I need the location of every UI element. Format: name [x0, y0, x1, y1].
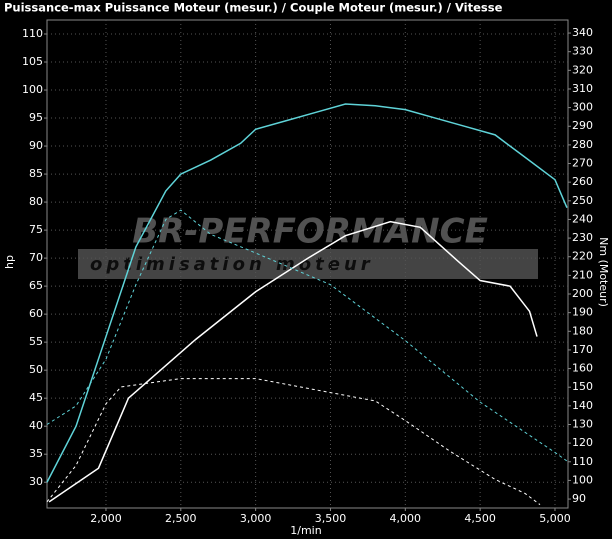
y-tick-label: 40 [29, 419, 43, 432]
y-tick-label: 65 [29, 279, 43, 292]
y2-tick-label: 180 [572, 324, 593, 337]
y2-tick-label: 260 [572, 175, 593, 188]
y2-tick-label: 300 [572, 101, 593, 114]
y-tick-label: 70 [29, 251, 43, 264]
y-tick-label: 50 [29, 363, 43, 376]
y2-tick-label: 210 [572, 268, 593, 281]
y2-tick-label: 230 [572, 231, 593, 244]
y-tick-label: 45 [29, 391, 43, 404]
y2-tick-label: 100 [572, 473, 593, 486]
y-axis-label: hp [3, 255, 16, 269]
x-tick-label: 4,000 [390, 512, 422, 525]
y-tick-label: 110 [22, 27, 43, 40]
y2-tick-label: 120 [572, 436, 593, 449]
y-tick-label: 55 [29, 335, 43, 348]
y-tick-label: 60 [29, 307, 43, 320]
y2-tick-label: 150 [572, 380, 593, 393]
y2-axis-label: Nm (Moteur) [597, 237, 610, 307]
x-tick-label: 5,000 [539, 512, 571, 525]
y2-tick-label: 110 [572, 455, 593, 468]
series-line [46, 103, 568, 483]
y-tick-label: 75 [29, 223, 43, 236]
watermark-title: BR-PERFORMANCE [132, 212, 488, 252]
watermark: BR-PERFORMANCE optimisation moteur [78, 212, 538, 279]
series-line [46, 209, 569, 463]
y-tick-label: 80 [29, 195, 43, 208]
x-tick-label: 2,500 [165, 512, 197, 525]
x-tick-label: 3,000 [240, 512, 272, 525]
y2-tick-label: 250 [572, 194, 593, 207]
y2-tick-label: 270 [572, 157, 593, 170]
x-tick-label: 2,000 [90, 512, 122, 525]
y2-tick-label: 310 [572, 82, 593, 95]
y2-tick-label: 190 [572, 306, 593, 319]
y2-tick-label: 220 [572, 250, 593, 263]
y-tick-label: 95 [29, 111, 43, 124]
x-tick-label: 3,500 [315, 512, 347, 525]
series-line [46, 378, 541, 506]
y-tick-label: 100 [22, 83, 43, 96]
y2-tick-label: 340 [572, 26, 593, 39]
y2-tick-label: 160 [572, 362, 593, 375]
series-line [48, 220, 538, 503]
y2-tick-label: 140 [572, 399, 593, 412]
y-tick-label: 90 [29, 139, 43, 152]
y2-tick-label: 200 [572, 287, 593, 300]
y-tick-label: 85 [29, 167, 43, 180]
watermark-subtitle: optimisation moteur [90, 254, 374, 275]
y2-tick-label: 330 [572, 45, 593, 58]
y2-tick-label: 240 [572, 212, 593, 225]
y2-tick-label: 290 [572, 119, 593, 132]
y-tick-label: 30 [29, 475, 43, 488]
y2-tick-label: 130 [572, 417, 593, 430]
chart-title: Puissance-max Puissance Moteur (mesur.) … [4, 1, 503, 15]
x-tick-label: 4,500 [464, 512, 496, 525]
y2-tick-label: 280 [572, 138, 593, 151]
x-axis-label: 1/min [290, 524, 321, 537]
y2-tick-label: 170 [572, 343, 593, 356]
y2-tick-label: 90 [572, 492, 586, 505]
y2-tick-label: 320 [572, 63, 593, 76]
y-tick-label: 105 [22, 55, 43, 68]
y-tick-label: 35 [29, 447, 43, 460]
